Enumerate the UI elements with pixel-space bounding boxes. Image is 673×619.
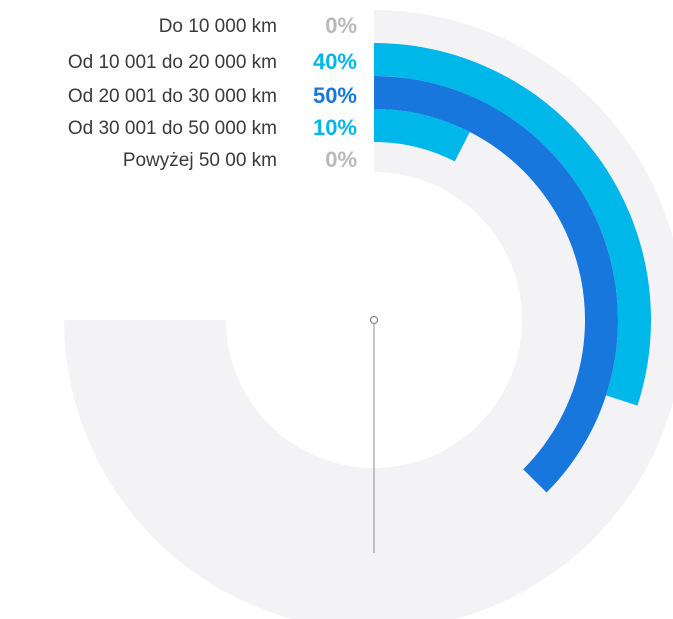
category-label-1: Do 10 000 km bbox=[159, 16, 277, 37]
value-label-5: 0% bbox=[325, 147, 357, 172]
category-label-4: Od 30 001 do 50 000 km bbox=[68, 118, 277, 139]
bar-2 bbox=[374, 43, 651, 406]
value-label-3: 50% bbox=[313, 83, 357, 108]
value-label-4: 10% bbox=[313, 115, 357, 140]
chart-labels: Do 10 000 km 0% Od 10 001 do 20 000 km 40% O… bbox=[68, 13, 357, 172]
center-marker bbox=[369, 315, 379, 325]
category-label-3: Od 20 001 do 30 000 km bbox=[68, 86, 277, 107]
chart-bars bbox=[374, 43, 651, 493]
value-label-1: 0% bbox=[325, 13, 357, 38]
bar-4 bbox=[374, 109, 470, 162]
value-label-2: 40% bbox=[313, 49, 357, 74]
bar-3 bbox=[374, 76, 618, 493]
category-label-5: Powyżej 50 00 km bbox=[123, 150, 277, 171]
chart-axis bbox=[369, 315, 379, 553]
category-label-2: Od 10 001 do 20 000 km bbox=[68, 52, 277, 73]
